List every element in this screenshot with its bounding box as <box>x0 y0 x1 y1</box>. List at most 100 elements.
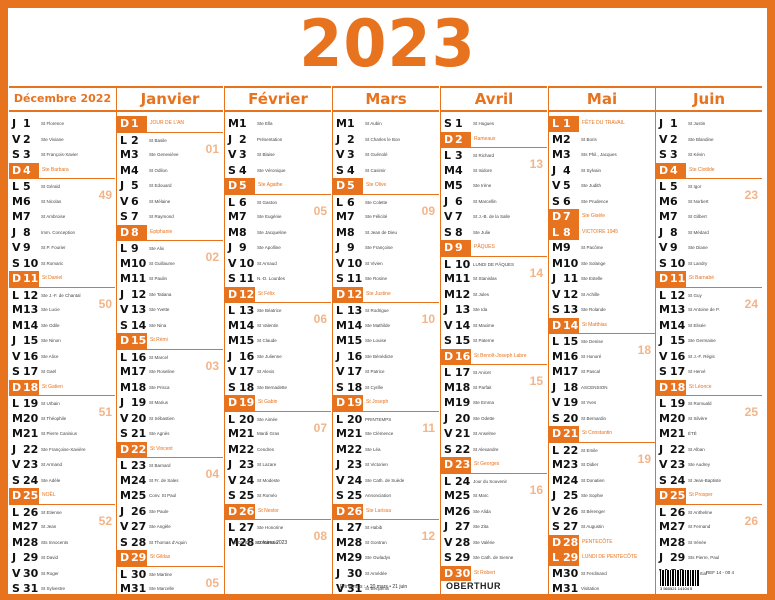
weekday-letter: L <box>12 397 20 410</box>
saint-name: Cendres <box>257 446 275 452</box>
day-number: 8 <box>670 225 678 239</box>
day-row: J 29 St David <box>9 550 115 566</box>
weekday-letter: M <box>659 520 670 533</box>
day-number: 3 <box>670 148 678 161</box>
day-number: 12 <box>563 287 579 301</box>
day-number: 7 <box>131 210 139 223</box>
weekday-letter: M <box>552 365 563 378</box>
weekday-letter: J <box>120 287 125 301</box>
day-row: J 13 Ste Ida <box>441 302 547 318</box>
saint-name: Ste Nina <box>149 322 167 328</box>
saint-name: St Donatien <box>581 477 605 483</box>
day-row: M11 St Stanislas <box>441 271 547 287</box>
day-number: 7 <box>347 210 355 223</box>
day-number: 27 <box>23 520 39 533</box>
weekday-letter: L <box>552 443 560 457</box>
saint-name: St Sylvestre <box>41 586 66 592</box>
weekday-letter: J <box>552 272 557 285</box>
saint-name: Ste Tatiana <box>149 291 172 297</box>
day-number: 4 <box>455 163 463 177</box>
day-number: 21 <box>23 427 39 440</box>
weekday-letter: S <box>659 365 667 378</box>
day-number: 10 <box>670 256 686 270</box>
sunday-highlight: D 21 <box>549 426 579 442</box>
day-row: M24 St Donatien <box>549 473 655 489</box>
saint-name: St Richard <box>473 153 495 159</box>
day-row: D 8 Epiphanie <box>117 224 223 240</box>
month-header: Janvier <box>117 86 223 112</box>
week-number: 25 <box>744 405 758 419</box>
day-row: L 27 St Habib <box>333 519 439 535</box>
saint-name: St Alban <box>688 446 705 452</box>
day-number: 9 <box>239 241 247 254</box>
day-row: J 1 St Justin <box>656 116 762 132</box>
season-footnote: Printemps : • 20 mars • 21 juin <box>340 584 408 590</box>
saint-name: St Rémi <box>150 337 168 343</box>
day-row: D 23 St Georges <box>441 457 547 473</box>
day-row: M15 St Claude <box>225 333 331 349</box>
saint-name: St Armand <box>41 462 63 468</box>
day-row: V 9 St P. Fourier <box>9 240 115 256</box>
day-row: L 2 St Basile <box>117 131 223 148</box>
saint-name: Annonciation <box>365 493 392 499</box>
weekday-letter: M <box>12 411 23 425</box>
weekday-letter: V <box>552 179 561 192</box>
day-row: V 16 Ste Alice <box>9 349 115 365</box>
week-number: 16 <box>529 482 543 497</box>
weekday-letter: J <box>659 225 664 239</box>
weekday-letter: L <box>120 133 128 147</box>
weekday-letter: S <box>228 163 236 177</box>
saint-name: St Irénée <box>688 539 707 545</box>
day-number: 30 <box>23 566 39 580</box>
day-number: 6 <box>455 194 463 208</box>
day-row: S 22 St Alexandre <box>441 442 547 458</box>
weekday-letter: M <box>552 148 563 161</box>
saint-name: St Thomas d'Aquin <box>149 539 187 545</box>
day-row: M30 St Ferdinand <box>549 566 655 582</box>
day-row: L 23 St Barnard <box>117 457 223 473</box>
saint-name: St Guillaume <box>149 260 175 266</box>
saint-name: St Sylvain <box>581 167 602 173</box>
day-row: V 13 Ste Yvette <box>117 302 223 318</box>
saint-name: Ste Alix <box>149 246 165 252</box>
saint-name: St Amédée <box>365 570 388 576</box>
weekday-letter: J <box>659 442 664 456</box>
day-row: D 5 Ste Agathe <box>225 178 331 194</box>
day-number: 18 <box>563 380 579 394</box>
week-number: 03 <box>205 358 219 373</box>
day-row: M22 Ste Léa <box>333 442 439 458</box>
weekday-letter: S <box>12 256 20 270</box>
day-number: 13 <box>455 303 471 316</box>
saint-name: St J.-F. Régis <box>688 353 715 359</box>
saint-name: St Odilon <box>149 167 168 173</box>
weekday-letter: L <box>228 304 236 317</box>
saint-name: St Modeste <box>257 477 280 483</box>
weekday-letter: D <box>552 210 562 223</box>
weekday-letter: V <box>552 396 561 409</box>
day-number: 31 <box>563 582 579 595</box>
day-row: J 18 ASCENSION <box>549 380 655 396</box>
day-number: 26 <box>455 504 471 518</box>
month-header: Décembre 2022 <box>9 86 116 112</box>
day-number: 20 <box>131 411 147 425</box>
day-number: 14 <box>347 318 363 332</box>
saint-name: St Norbert <box>688 198 709 204</box>
weekday-letter: S <box>120 427 128 440</box>
day-number: 1 <box>563 117 571 130</box>
weekday-letter: V <box>12 241 21 254</box>
week-number: 23 <box>744 188 758 202</box>
weekday-letter: M <box>120 489 131 502</box>
sunday-highlight: D 11 <box>9 271 39 287</box>
day-row: D 7 Ste Gisèle <box>549 209 655 225</box>
saint-name: St Habib <box>365 525 383 531</box>
day-row: M19 Ste Emma <box>441 395 547 411</box>
day-number: 3 <box>347 148 355 161</box>
day-number: 31 <box>131 582 147 595</box>
weekday-letter: D <box>659 489 669 502</box>
day-number: 20 <box>23 411 39 425</box>
day-number: 15 <box>23 334 39 347</box>
day-row: M21 St Pierre Canisius <box>9 426 115 442</box>
day-row: M17 Ste Roseline <box>117 364 223 380</box>
